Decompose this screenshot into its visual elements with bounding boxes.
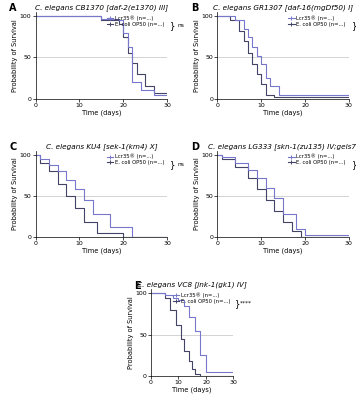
Text: }: } (351, 21, 356, 30)
Y-axis label: Probability of Survival: Probability of Survival (194, 19, 200, 92)
Text: B: B (191, 3, 198, 13)
Legend: Lcr35® (n=...), E. coli OP50 (n=...): Lcr35® (n=...), E. coli OP50 (n=...) (106, 153, 164, 166)
Text: }: } (235, 299, 241, 308)
Title: C. elegans VC8 [jnk-1(gk1) IV]: C. elegans VC8 [jnk-1(gk1) IV] (137, 282, 247, 288)
X-axis label: Time (days): Time (days) (263, 109, 303, 116)
Title: C. elegans LG333 [skn-1(zu135) IV;gels7]: C. elegans LG333 [skn-1(zu135) IV;gels7] (208, 143, 356, 150)
Text: D: D (191, 142, 199, 152)
Title: C. elegans KU4 [sek-1(km4) X]: C. elegans KU4 [sek-1(km4) X] (46, 143, 157, 150)
Text: }: } (351, 160, 356, 169)
Legend: Lcr35® (n=...), E. coli OP50 (n=...): Lcr35® (n=...), E. coli OP50 (n=...) (288, 15, 346, 27)
Legend: Lcr35® (n=...), E. coli OP50 (n=...): Lcr35® (n=...), E. coli OP50 (n=...) (288, 153, 346, 166)
X-axis label: Time (days): Time (days) (82, 248, 121, 254)
Text: }: } (170, 21, 175, 30)
Y-axis label: Probability of Survival: Probability of Survival (12, 19, 19, 92)
Text: ****: **** (240, 301, 252, 306)
Text: ns: ns (178, 23, 185, 28)
X-axis label: Time (days): Time (days) (263, 248, 303, 254)
Legend: Lcr35® (n=...), E. coli OP50 (n=...): Lcr35® (n=...), E. coli OP50 (n=...) (172, 292, 231, 304)
Y-axis label: Probability of Survival: Probability of Survival (12, 158, 19, 230)
Y-axis label: Probability of Survival: Probability of Survival (194, 158, 200, 230)
Text: A: A (9, 3, 17, 13)
X-axis label: Time (days): Time (days) (82, 109, 121, 116)
Text: E: E (135, 281, 141, 291)
X-axis label: Time (days): Time (days) (173, 386, 212, 393)
Text: }: } (170, 160, 175, 169)
Legend: Lcr35® (n=...), E. coli OP50 (n=...): Lcr35® (n=...), E. coli OP50 (n=...) (106, 15, 164, 27)
Title: C. elegans CB1370 [daf-2(e1370) III]: C. elegans CB1370 [daf-2(e1370) III] (35, 4, 168, 11)
Text: C: C (9, 142, 16, 152)
Text: ns: ns (178, 162, 185, 167)
Y-axis label: Probability of Survival: Probability of Survival (128, 296, 134, 369)
Title: C. elegans GR1307 [daf-16(mgDf50) I]: C. elegans GR1307 [daf-16(mgDf50) I] (213, 4, 353, 11)
